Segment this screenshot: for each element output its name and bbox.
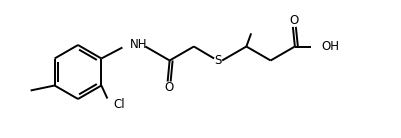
Text: O: O bbox=[164, 81, 173, 94]
Text: OH: OH bbox=[321, 40, 339, 53]
Text: Cl: Cl bbox=[113, 98, 125, 111]
Text: O: O bbox=[289, 14, 298, 27]
Text: NH: NH bbox=[129, 38, 146, 51]
Text: S: S bbox=[214, 54, 221, 67]
